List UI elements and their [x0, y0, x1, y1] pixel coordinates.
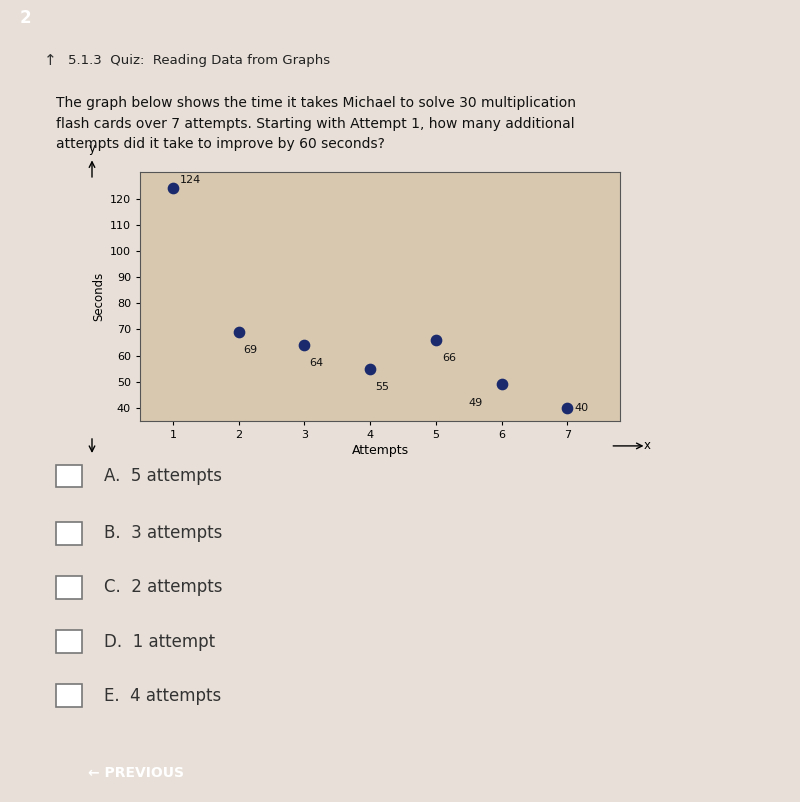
- Text: 5.1.3  Quiz:  Reading Data from Graphs: 5.1.3 Quiz: Reading Data from Graphs: [68, 54, 330, 67]
- Text: ↑: ↑: [44, 53, 57, 67]
- FancyBboxPatch shape: [56, 576, 82, 599]
- Text: x: x: [644, 439, 651, 452]
- Point: [232, 326, 245, 338]
- FancyBboxPatch shape: [56, 465, 82, 488]
- Text: 124: 124: [179, 176, 201, 185]
- Point: [430, 334, 442, 346]
- Point: [561, 402, 574, 415]
- Text: 40: 40: [574, 403, 588, 413]
- Text: C.  2 attempts: C. 2 attempts: [104, 578, 222, 597]
- Point: [298, 338, 310, 351]
- Text: 55: 55: [374, 382, 389, 392]
- Point: [166, 182, 179, 195]
- Point: [364, 363, 377, 375]
- FancyBboxPatch shape: [56, 684, 82, 707]
- Text: E.  4 attempts: E. 4 attempts: [104, 687, 222, 705]
- FancyBboxPatch shape: [56, 522, 82, 545]
- Text: 69: 69: [243, 346, 258, 355]
- Text: A.  5 attempts: A. 5 attempts: [104, 468, 222, 485]
- Text: 66: 66: [442, 353, 457, 363]
- Text: The graph below shows the time it takes Michael to solve 30 multiplication
flash: The graph below shows the time it takes …: [56, 96, 576, 152]
- Point: [495, 378, 508, 391]
- Text: ← PREVIOUS: ← PREVIOUS: [88, 766, 184, 780]
- Y-axis label: Seconds: Seconds: [93, 272, 106, 322]
- Text: D.  1 attempt: D. 1 attempt: [104, 633, 215, 650]
- Text: y: y: [89, 142, 95, 155]
- FancyBboxPatch shape: [56, 630, 82, 653]
- Text: 64: 64: [309, 358, 323, 368]
- Text: B.  3 attempts: B. 3 attempts: [104, 525, 222, 542]
- Text: 49: 49: [469, 398, 483, 407]
- Text: 2: 2: [20, 9, 32, 27]
- X-axis label: Attempts: Attempts: [351, 444, 409, 457]
